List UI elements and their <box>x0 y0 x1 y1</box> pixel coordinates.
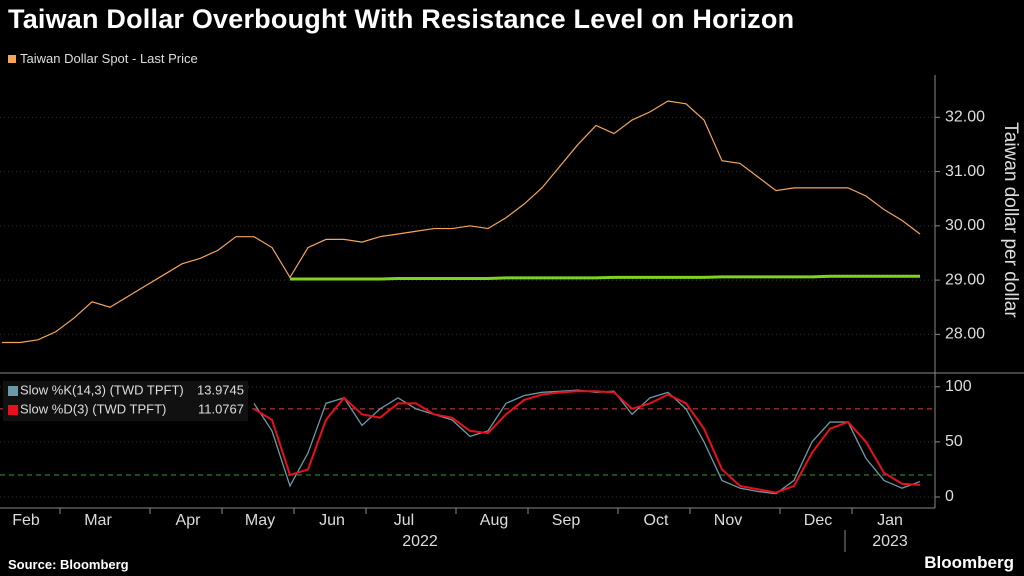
legend-value: 11.0767 <box>198 401 244 416</box>
chart-title: Taiwan Dollar Overbought With Resistance… <box>8 4 795 34</box>
x-tick-label: Aug <box>480 512 508 529</box>
brand: Bloomberg <box>924 553 1014 572</box>
x-tick-label: Oct <box>644 512 669 529</box>
x-tick-label: Jul <box>394 512 414 529</box>
legend-label: Taiwan Dollar Spot - Last Price <box>20 51 198 66</box>
x-tick-label: Jun <box>319 512 345 529</box>
y-axis-label: Taiwan dollar per dollar <box>1000 122 1021 318</box>
x-tick-label: May <box>245 512 275 529</box>
x-tick-label: Feb <box>12 512 40 529</box>
y-tick-label: 28.00 <box>945 326 985 343</box>
x-year-label: 2023 <box>872 533 908 550</box>
legend-label: Slow %D(3) (TWD TPFT) <box>20 401 166 416</box>
y-tick-label: 0 <box>945 488 954 505</box>
x-tick-label: Apr <box>176 512 202 529</box>
y-tick-label: 29.00 <box>945 271 985 288</box>
x-tick-label: Jan <box>877 512 903 529</box>
source: Source: Bloomberg <box>8 557 129 572</box>
y-tick-label: 50 <box>945 433 963 450</box>
y-tick-label: 31.00 <box>945 163 985 180</box>
y-tick-label: 32.00 <box>945 109 985 126</box>
x-year-label: 2022 <box>402 533 438 550</box>
legend-swatch <box>8 55 16 63</box>
stochastic-line <box>253 390 921 494</box>
resistance-line <box>290 274 920 281</box>
x-tick-label: Dec <box>804 512 832 529</box>
legend-swatch <box>8 405 18 415</box>
y-tick-label: 30.00 <box>945 217 985 234</box>
x-tick-label: Sep <box>552 512 581 529</box>
price-line <box>2 100 921 344</box>
legend-box <box>3 381 248 421</box>
legend-value: 13.9745 <box>197 382 244 397</box>
legend: Taiwan Dollar Spot - Last Price <box>8 51 198 66</box>
legend-label: Slow %K(14,3) (TWD TPFT) <box>20 382 184 397</box>
legend-swatch <box>8 386 18 396</box>
x-tick-label: Mar <box>84 512 112 529</box>
x-tick-label: Nov <box>714 512 742 529</box>
y-tick-label: 100 <box>945 378 972 395</box>
